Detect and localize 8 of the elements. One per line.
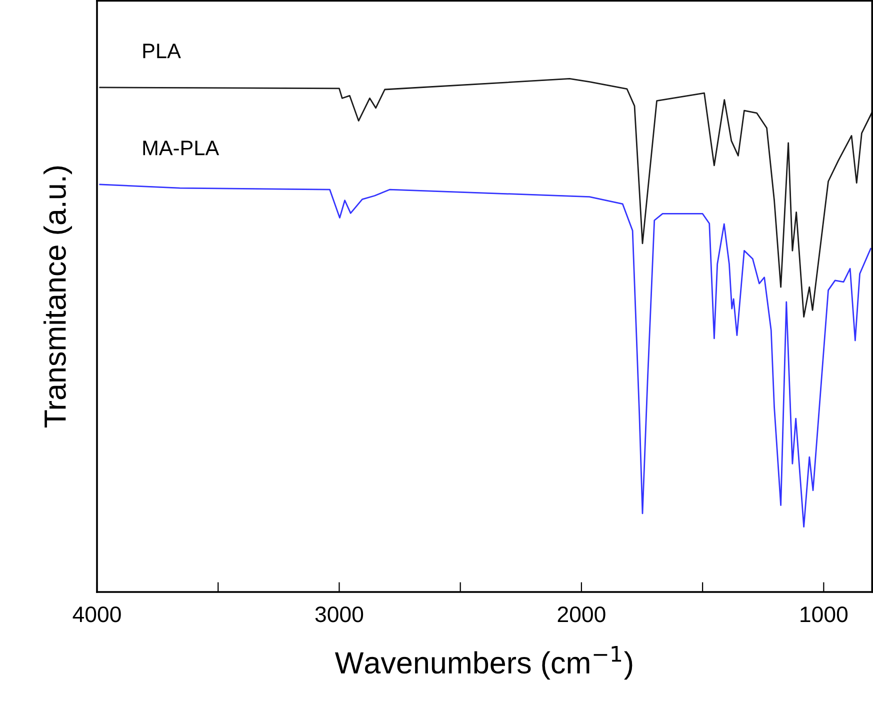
series-label: MA-PLA <box>143 140 220 156</box>
x-axis-title: Wavenumbers (cm$^{−1}$) <box>334 646 632 680</box>
x-tick-label: 2000 <box>558 606 606 622</box>
series-label: PLA <box>143 44 181 58</box>
x-tick-label: 3000 <box>315 606 364 622</box>
y-axis-title: Transmitance (a.u.) <box>44 166 72 428</box>
x-tick-label: 1000 <box>800 606 848 622</box>
x-tick-label: 4000 <box>72 606 121 622</box>
